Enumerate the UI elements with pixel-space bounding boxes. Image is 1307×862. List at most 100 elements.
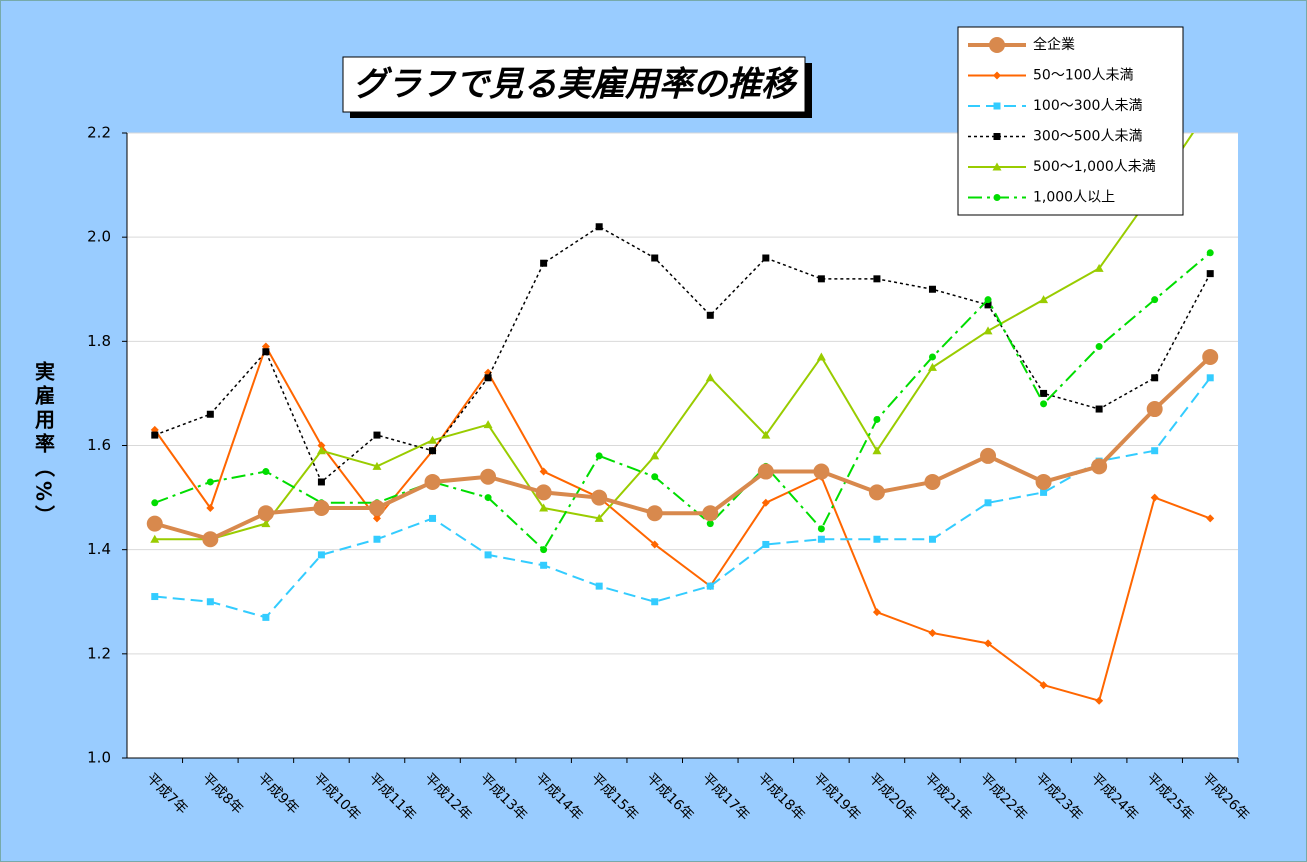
marker	[873, 275, 881, 283]
marker	[928, 353, 936, 361]
marker	[984, 301, 992, 309]
marker	[206, 504, 215, 512]
marker	[1151, 296, 1159, 304]
marker	[762, 254, 770, 262]
y-tick-label: 1.4	[87, 540, 111, 558]
marker	[816, 352, 826, 361]
marker	[257, 505, 274, 522]
marker	[706, 582, 714, 590]
y-tick-label: 1.0	[87, 749, 111, 767]
y-tick-label: 2.2	[87, 124, 111, 142]
marker	[262, 348, 270, 356]
marker	[868, 484, 885, 501]
marker	[424, 473, 441, 490]
marker	[817, 275, 825, 283]
marker	[591, 489, 608, 506]
marker	[317, 441, 326, 450]
marker	[1150, 493, 1159, 502]
marker	[927, 362, 937, 371]
marker	[206, 478, 214, 486]
marker	[262, 613, 270, 621]
marker	[1035, 473, 1052, 490]
marker	[595, 452, 603, 460]
marker	[146, 515, 163, 532]
y-axis-label: 実雇用率（%）	[32, 360, 56, 529]
marker	[261, 519, 271, 528]
marker	[540, 546, 548, 554]
marker	[151, 499, 159, 507]
marker	[1040, 389, 1048, 397]
marker	[980, 447, 997, 464]
series-line	[153, 345, 1211, 702]
marker	[984, 639, 993, 648]
marker	[924, 473, 941, 490]
marker	[650, 451, 660, 460]
series-line	[154, 226, 1211, 483]
marker	[992, 162, 1002, 171]
marker	[316, 446, 326, 455]
marker	[1095, 343, 1103, 351]
marker	[1151, 374, 1159, 382]
marker	[539, 503, 549, 512]
legend-label: 100～300人未満	[1033, 98, 1142, 114]
marker	[539, 467, 548, 476]
marker	[928, 285, 936, 293]
marker	[428, 435, 438, 444]
marker	[873, 535, 881, 543]
marker	[983, 326, 993, 335]
marker	[373, 535, 381, 543]
legend-label: 500～1,000人未満	[1033, 159, 1156, 175]
marker	[1206, 374, 1214, 382]
marker	[535, 484, 552, 501]
marker	[317, 478, 325, 486]
marker	[651, 254, 659, 262]
marker	[317, 551, 325, 559]
marker	[761, 430, 771, 439]
marker	[984, 296, 992, 304]
legend-label: 50～100人未満	[1033, 68, 1134, 84]
legend-box	[957, 26, 1184, 216]
marker	[540, 561, 548, 569]
legend-label: 1,000人以上	[1033, 190, 1115, 206]
marker	[705, 373, 715, 382]
marker	[1095, 405, 1103, 413]
marker	[1146, 401, 1163, 418]
series-line	[154, 377, 1212, 619]
legend-label: 300～500人未満	[1033, 129, 1142, 145]
marker	[873, 415, 881, 423]
marker	[483, 420, 493, 429]
marker	[1151, 447, 1159, 455]
marker	[1039, 681, 1048, 690]
marker	[993, 194, 1001, 201]
marker	[872, 446, 882, 455]
series-line	[154, 133, 1195, 541]
marker	[928, 629, 937, 637]
marker	[1095, 696, 1104, 705]
marker	[651, 598, 659, 606]
marker	[373, 431, 381, 439]
marker	[993, 71, 1001, 80]
marker	[984, 499, 992, 507]
marker	[484, 551, 492, 559]
marker	[650, 540, 659, 549]
marker	[206, 410, 214, 418]
marker	[646, 505, 663, 522]
marker	[595, 223, 603, 231]
marker	[540, 259, 548, 267]
marker	[817, 535, 825, 543]
marker	[1040, 488, 1048, 496]
marker	[1094, 263, 1104, 272]
marker	[706, 520, 714, 528]
y-tick-label: 1.6	[87, 436, 111, 454]
marker	[1091, 458, 1108, 475]
marker	[1206, 514, 1215, 523]
series-line	[154, 252, 1211, 551]
marker	[993, 102, 1001, 110]
marker	[313, 500, 330, 516]
y-tick-label: 2.0	[87, 228, 111, 246]
marker	[1206, 270, 1214, 278]
marker	[1039, 295, 1049, 304]
marker	[1202, 348, 1219, 365]
marker	[651, 473, 659, 481]
